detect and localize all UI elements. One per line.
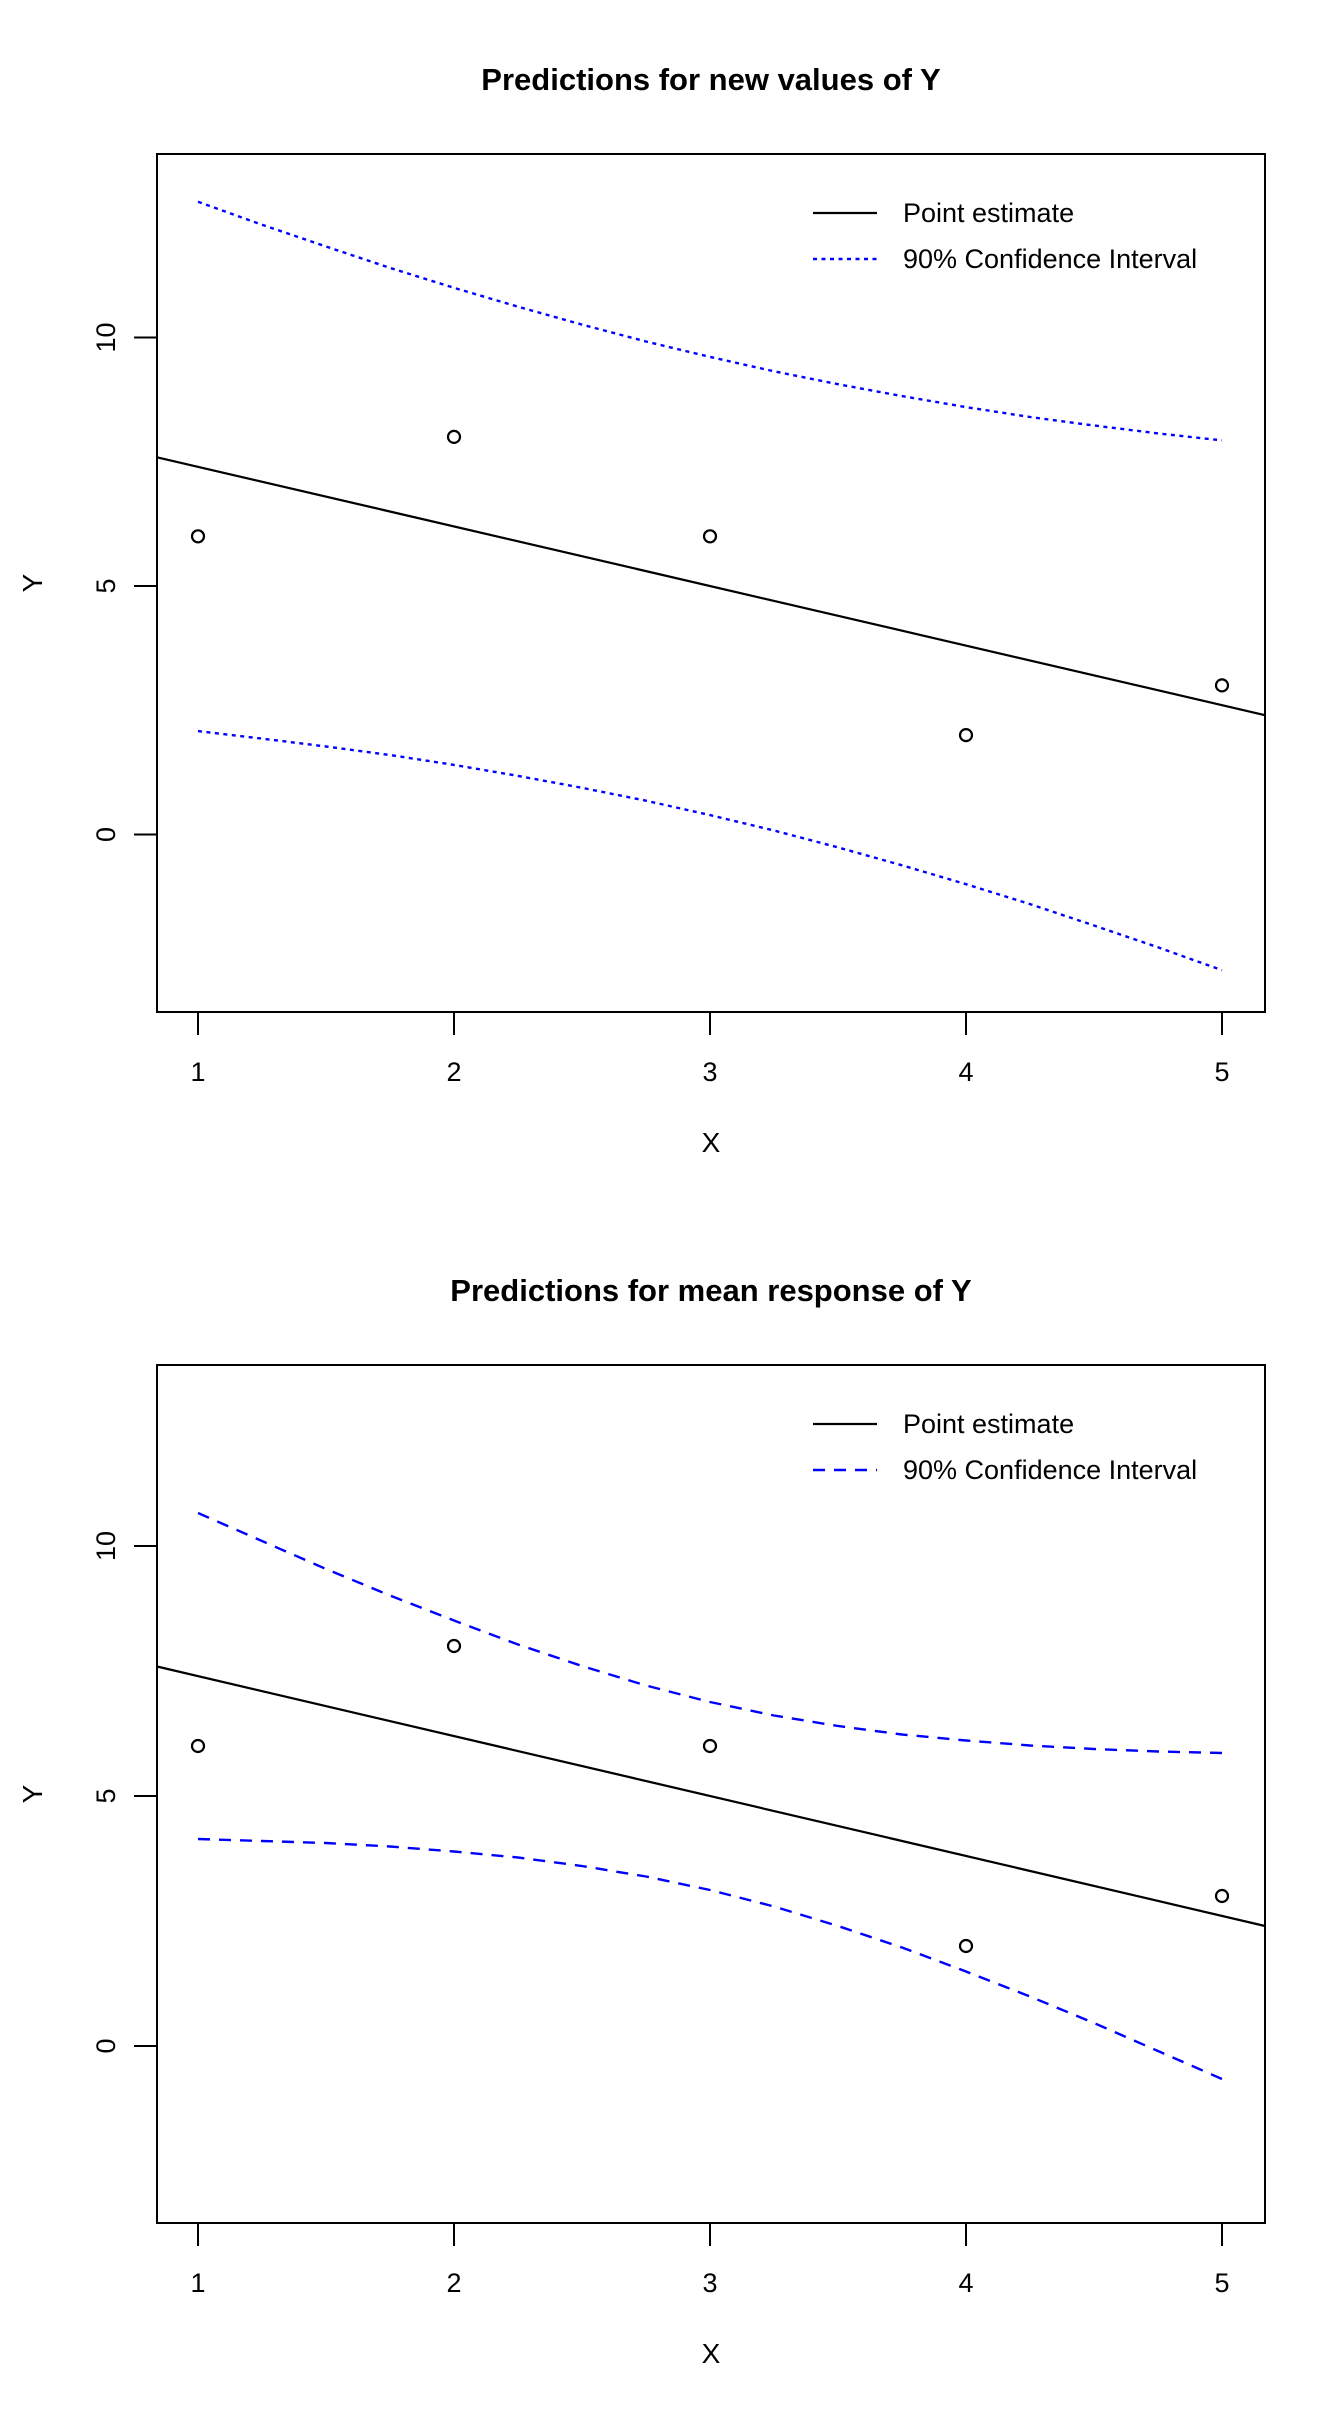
legend-label: 90% Confidence Interval bbox=[903, 1455, 1197, 1485]
y-tick-label: 0 bbox=[91, 827, 121, 842]
chart-title: Predictions for new values of Y bbox=[481, 62, 941, 97]
x-axis-label: X bbox=[702, 2338, 721, 2369]
x-tick-label: 5 bbox=[1214, 2268, 1229, 2298]
y-tick-label: 10 bbox=[91, 322, 121, 352]
ci-upper-curve bbox=[197, 1511, 1223, 1755]
fit-line bbox=[156, 456, 1266, 717]
data-point bbox=[702, 1738, 718, 1754]
x-tick-label: 1 bbox=[190, 2268, 205, 2298]
legend-label: 90% Confidence Interval bbox=[903, 244, 1197, 274]
data-point bbox=[702, 529, 718, 544]
data-point bbox=[1214, 678, 1230, 693]
legend-label: Point estimate bbox=[903, 198, 1074, 228]
plot-frame bbox=[156, 153, 1266, 1013]
plot-frame bbox=[156, 1364, 1266, 2224]
x-axis-label: X bbox=[702, 1127, 721, 1158]
y-tick-label: 5 bbox=[91, 1788, 121, 1803]
chart-title: Predictions for mean response of Y bbox=[450, 1273, 972, 1308]
chart-new-values: Predictions for new values of Y X Y 1 2 3 4 5 0 5… bbox=[17, 62, 1266, 1158]
ci-lower-curve bbox=[197, 1837, 1223, 2081]
fit-line bbox=[156, 1665, 1266, 1928]
data-point bbox=[1214, 1888, 1230, 1904]
data-point bbox=[446, 1638, 462, 1654]
x-tick-label: 4 bbox=[958, 1057, 973, 1087]
x-tick-label: 1 bbox=[190, 1057, 205, 1087]
data-point bbox=[958, 1938, 974, 1954]
data-point bbox=[958, 727, 974, 743]
chart-mean-response: Predictions for mean response of Y X Y 1 2 3 4… bbox=[17, 1273, 1266, 2369]
y-tick-label: 10 bbox=[91, 1531, 121, 1561]
ci-lower-curve bbox=[197, 729, 1223, 972]
legend: Point estimate 90% Confidence Interval bbox=[813, 1409, 1197, 1485]
data-point bbox=[190, 529, 206, 544]
legend-label: Point estimate bbox=[903, 1409, 1074, 1439]
x-tick-label: 5 bbox=[1214, 1057, 1229, 1087]
x-tick-label: 2 bbox=[446, 2268, 461, 2298]
y-tick-label: 0 bbox=[91, 2038, 121, 2053]
x-tick-label: 3 bbox=[702, 1057, 717, 1087]
legend: Point estimate 90% Confidence Interval bbox=[813, 198, 1197, 274]
y-tick-label: 5 bbox=[91, 578, 121, 593]
data-point bbox=[190, 1738, 206, 1754]
x-tick-label: 2 bbox=[446, 1057, 461, 1087]
x-tick-label: 3 bbox=[702, 2268, 717, 2298]
ci-upper-curve bbox=[197, 200, 1223, 442]
y-axis-label: Y bbox=[17, 573, 48, 592]
x-tick-label: 4 bbox=[958, 2268, 973, 2298]
y-axis-label: Y bbox=[17, 1784, 48, 1803]
data-point bbox=[446, 429, 462, 444]
